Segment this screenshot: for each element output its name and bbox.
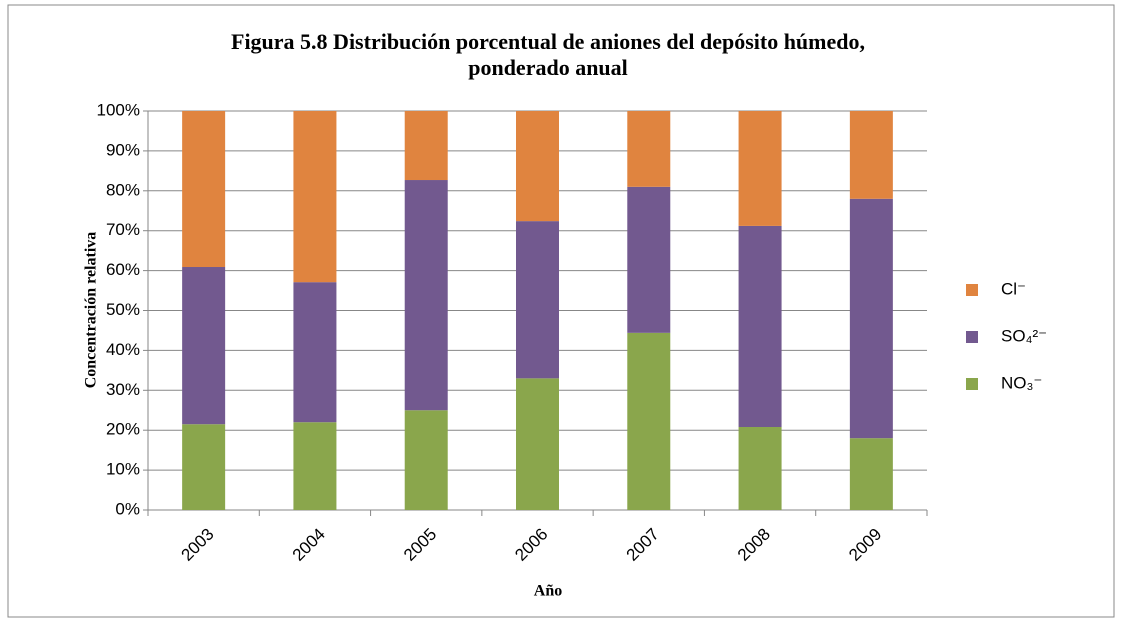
chart-title: Figura 5.8 Distribución porcentual de an… [231,29,865,54]
legend-swatch [966,378,978,390]
y-tick-label: 100% [97,100,140,119]
bar-segment [182,267,226,425]
bar-segment [516,378,559,510]
bar-segment [738,111,782,226]
bar-segment [293,111,337,283]
bar-segment [293,422,337,510]
y-tick-label: 0% [115,499,140,518]
bar-segment [849,198,893,439]
legend-swatch [966,284,978,296]
bar-segment [404,180,448,411]
bar-segment [738,225,782,428]
y-tick-label: 80% [106,180,140,199]
bar-segment [516,111,559,222]
bar-segment [516,221,559,379]
bar-segment [404,410,448,510]
legend-swatch [966,331,978,343]
y-tick-label: 20% [106,420,140,439]
x-axis-title: Año [534,583,562,600]
bar-segment [404,111,448,181]
legend-label: Cl⁻ [1001,279,1026,298]
y-tick-label: 40% [106,340,140,359]
bar-segment [849,111,893,199]
bar-segment [293,282,337,423]
bar-segment [182,424,226,510]
y-tick-label: 70% [106,220,140,239]
bar-segment [738,427,782,510]
bar-segment [627,332,671,510]
legend-label: SO₄²⁻ [1001,326,1047,345]
y-axis-title: Concentración relativa [83,232,100,389]
y-tick-label: 60% [106,260,140,279]
legend-label: NO₃⁻ [1001,373,1042,392]
bar-segment [627,186,671,333]
y-tick-label: 10% [106,460,140,479]
bar-segment [849,438,893,510]
y-tick-label: 90% [106,140,140,159]
bar-segment [182,111,226,268]
y-tick-label: 30% [106,380,140,399]
chart-title: ponderado anual [468,55,628,80]
y-tick-label: 50% [106,300,140,319]
bar-segment [627,111,671,187]
